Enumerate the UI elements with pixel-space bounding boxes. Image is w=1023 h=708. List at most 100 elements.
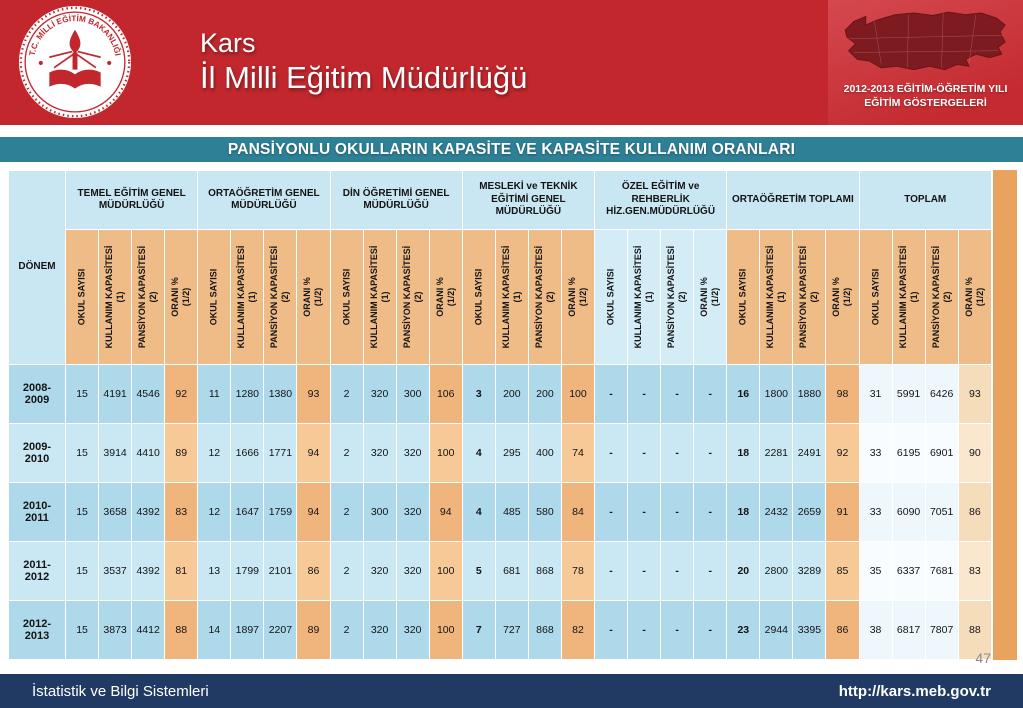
data-cell: - — [593, 541, 629, 601]
data-cell: - — [627, 423, 662, 483]
data-cell: 2207 — [263, 600, 298, 660]
data-cell: 320 — [362, 364, 397, 424]
column-header-rotated: OKUL SAYISI — [870, 268, 881, 326]
data-cell: 3658 — [98, 482, 133, 542]
data-cell: 868 — [527, 600, 562, 660]
data-cell: - — [593, 600, 629, 660]
data-cell: - — [693, 541, 728, 601]
data-cell: 100 — [560, 364, 596, 424]
table-row: 2009-2010 15 3914 4410 89 12 1666 1771 94 2 320 320… — [8, 423, 993, 483]
sub-header-cell: OKUL SAYISI — [64, 229, 100, 365]
data-cell: 4392 — [131, 482, 166, 542]
data-cell: 1897 — [230, 600, 265, 660]
data-cell: 88 — [957, 600, 993, 660]
data-cell: - — [627, 541, 662, 601]
column-header-rotated: OKUL SAYISI — [737, 268, 748, 326]
data-cell: 6901 — [924, 423, 959, 483]
data-cell: 15 — [64, 423, 100, 483]
data-cell: 1880 — [792, 364, 827, 424]
data-cell: 4 — [461, 482, 496, 542]
sub-header-cell: ORANI % (1/2) — [825, 229, 860, 365]
page-number: 47 — [975, 650, 991, 666]
data-cell: 2 — [329, 423, 364, 483]
sub-header-cell: OKUL SAYISI — [593, 229, 629, 365]
data-cell: 3873 — [98, 600, 133, 660]
data-cell: 85 — [825, 541, 860, 601]
column-header-rotated: ORANI % (1/2) — [170, 277, 192, 317]
data-cell: 727 — [494, 600, 529, 660]
data-cell: 35 — [858, 541, 893, 601]
sub-header-cell: OKUL SAYISI — [329, 229, 364, 365]
footer-url[interactable]: http://kars.meb.gov.tr — [838, 682, 991, 700]
column-header-rotated: KULLANIM KAPASİTESİ (1) — [104, 245, 126, 349]
data-cell: 295 — [494, 423, 529, 483]
row-header-donem: 2011-2012 — [8, 541, 66, 601]
data-cell: 15 — [64, 600, 100, 660]
group-header: ORTAÖĞRETİM TOPLAMI — [726, 170, 860, 230]
city-title: Kars — [200, 28, 256, 59]
data-cell: 88 — [164, 600, 199, 660]
meb-logo-emblem: T.C. MİLLİ EĞİTİM BAKANLIĞI — [18, 5, 132, 119]
sub-header-cell: PANSİYON KAPASİTESİ (2) — [527, 229, 562, 365]
column-header-rotated: KULLANIM KAPASİTESİ (1) — [633, 245, 655, 349]
row-header-donem: 2009-2010 — [8, 423, 66, 483]
section-title-bar: PANSİYONLU OKULLARIN KAPASİTE VE KAPASİT… — [0, 137, 1023, 162]
column-header-rotated: PANSİYON KAPASİTESİ (2) — [798, 245, 820, 349]
sub-header-cell: PANSİYON KAPASİTESİ (2) — [395, 229, 430, 365]
data-cell: 300 — [362, 482, 397, 542]
data-cell: 91 — [825, 482, 860, 542]
group-header: TEMEL EĞİTİM GENEL MÜDÜRLÜĞÜ — [64, 170, 199, 230]
data-cell: 400 — [527, 423, 562, 483]
data-cell: 23 — [726, 600, 761, 660]
data-cell: 84 — [560, 482, 596, 542]
footer-bar: İstatistik ve Bilgi Sistemleri http://ka… — [0, 674, 1023, 708]
data-cell: 93 — [296, 364, 331, 424]
table-row: 2012-2013 15 3873 4412 88 14 1897 2207 89 2 320 320… — [8, 600, 993, 660]
sub-header-cell: KULLANIM KAPASİTESİ (1) — [759, 229, 794, 365]
data-cell: 320 — [362, 600, 397, 660]
data-cell: 5991 — [891, 364, 926, 424]
data-cell: 86 — [296, 541, 331, 601]
data-cell: 7681 — [924, 541, 959, 601]
data-cell: 14 — [197, 600, 232, 660]
data-cell: 92 — [164, 364, 199, 424]
column-header-rotated: ORANI % (1/2) — [567, 277, 588, 317]
sub-header-cell: PANSİYON KAPASİTESİ (2) — [924, 229, 959, 365]
header-titles: Kars İl Milli Eğitim Müdürlüğü — [200, 28, 527, 96]
data-cell: 12 — [197, 482, 232, 542]
data-cell: 98 — [825, 364, 860, 424]
data-cell: 1666 — [230, 423, 265, 483]
column-header-rotated: PANSİYON KAPASİTESİ (2) — [401, 245, 423, 349]
data-cell: 1759 — [263, 482, 298, 542]
data-cell: 2 — [329, 600, 364, 660]
column-header-rotated: PANSİYON KAPASİTESİ (2) — [666, 245, 688, 349]
header-banner: T.C. MİLLİ EĞİTİM BAKANLIĞI — [0, 0, 1023, 125]
sub-header-cell: OKUL SAYISI — [197, 229, 232, 365]
data-cell: - — [660, 364, 695, 424]
data-cell: 1280 — [230, 364, 265, 424]
data-cell: 18 — [726, 482, 761, 542]
row-header-donem: 2008-2009 — [8, 364, 66, 424]
group-header: DİN ÖĞRETİMİ GENEL MÜDÜRLÜĞÜ — [329, 170, 463, 230]
data-cell: 320 — [395, 423, 430, 483]
table-row: 2010-2011 15 3658 4392 83 12 1647 1759 94 2 300 320… — [8, 482, 993, 542]
data-cell: 11 — [197, 364, 232, 424]
data-cell: 74 — [560, 423, 596, 483]
data-cell: 100 — [428, 423, 463, 483]
header-right-panel: 2012-2013 EĞİTİM-ÖĞRETİM YILI EĞİTİM GÖS… — [828, 0, 1023, 125]
data-cell: 4 — [461, 423, 496, 483]
data-cell: 6817 — [891, 600, 926, 660]
column-header-rotated: OKUL SAYISI — [76, 268, 87, 326]
data-cell: 93 — [957, 364, 993, 424]
data-cell: 2659 — [792, 482, 827, 542]
data-cell: - — [693, 482, 728, 542]
data-cell: 94 — [428, 482, 463, 542]
column-header-rotated: KULLANIM KAPASİTESİ (1) — [897, 245, 919, 349]
group-header: ÖZEL EĞİTİM ve REHBERLİK HİZ.GEN.MÜDÜRLÜ… — [593, 170, 728, 230]
sub-header-cell: ORANI % (1/2) — [957, 229, 993, 365]
data-cell: 1647 — [230, 482, 265, 542]
data-cell: 38 — [858, 600, 893, 660]
sub-header-cell: ORANI % (1/2) — [560, 229, 596, 365]
column-header-rotated: KULLANIM KAPASİTESİ (1) — [368, 245, 390, 349]
